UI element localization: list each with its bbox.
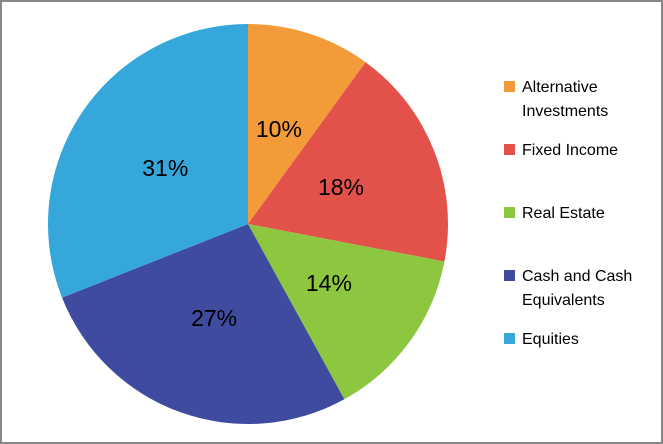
legend-swatch-equities [504, 333, 515, 344]
pie-slice-real-estate [248, 224, 445, 400]
legend-item-fixed-income: Fixed Income [504, 139, 656, 202]
legend-item-alternative-investments: Alternative Investments [504, 76, 656, 139]
legend-item-real-estate: Real Estate [504, 202, 656, 265]
data-label-equities: 31% [142, 155, 188, 181]
legend-swatch-real-estate [504, 207, 515, 218]
legend-label-equities: Equities [522, 331, 579, 348]
legend-swatch-cash-and-cash-equivalents [504, 270, 515, 281]
data-label-fixed-income: 18% [318, 174, 364, 200]
legend-item-cash-and-cash-equivalents: Cash and Cash Equivalents [504, 265, 656, 328]
legend-label-alternative-investments: Alternative Investments [522, 79, 609, 120]
legend-swatch-fixed-income [504, 144, 515, 155]
pie-slice-alternative-investments [248, 24, 366, 224]
chart-legend: Alternative Investments Fixed Income Real … [504, 76, 656, 391]
data-label-alternative-investments: 10% [256, 116, 302, 142]
legend-label-fixed-income: Fixed Income [522, 142, 619, 159]
data-label-real-estate: 14% [306, 270, 352, 296]
legend-label-cash-and-cash-equivalents: Cash and Cash Equivalents [522, 268, 633, 309]
legend-item-equities: Equities [504, 328, 656, 391]
pie-slice-equities [47, 24, 248, 298]
pie-slice-fixed-income [248, 62, 449, 262]
pie-slice-cash-and-cash-equivalents [62, 224, 345, 424]
data-label-cash-and-cash-equivalents: 27% [191, 305, 237, 331]
legend-label-real-estate: Real Estate [522, 205, 605, 222]
legend-swatch-alternative-investments [504, 81, 515, 92]
